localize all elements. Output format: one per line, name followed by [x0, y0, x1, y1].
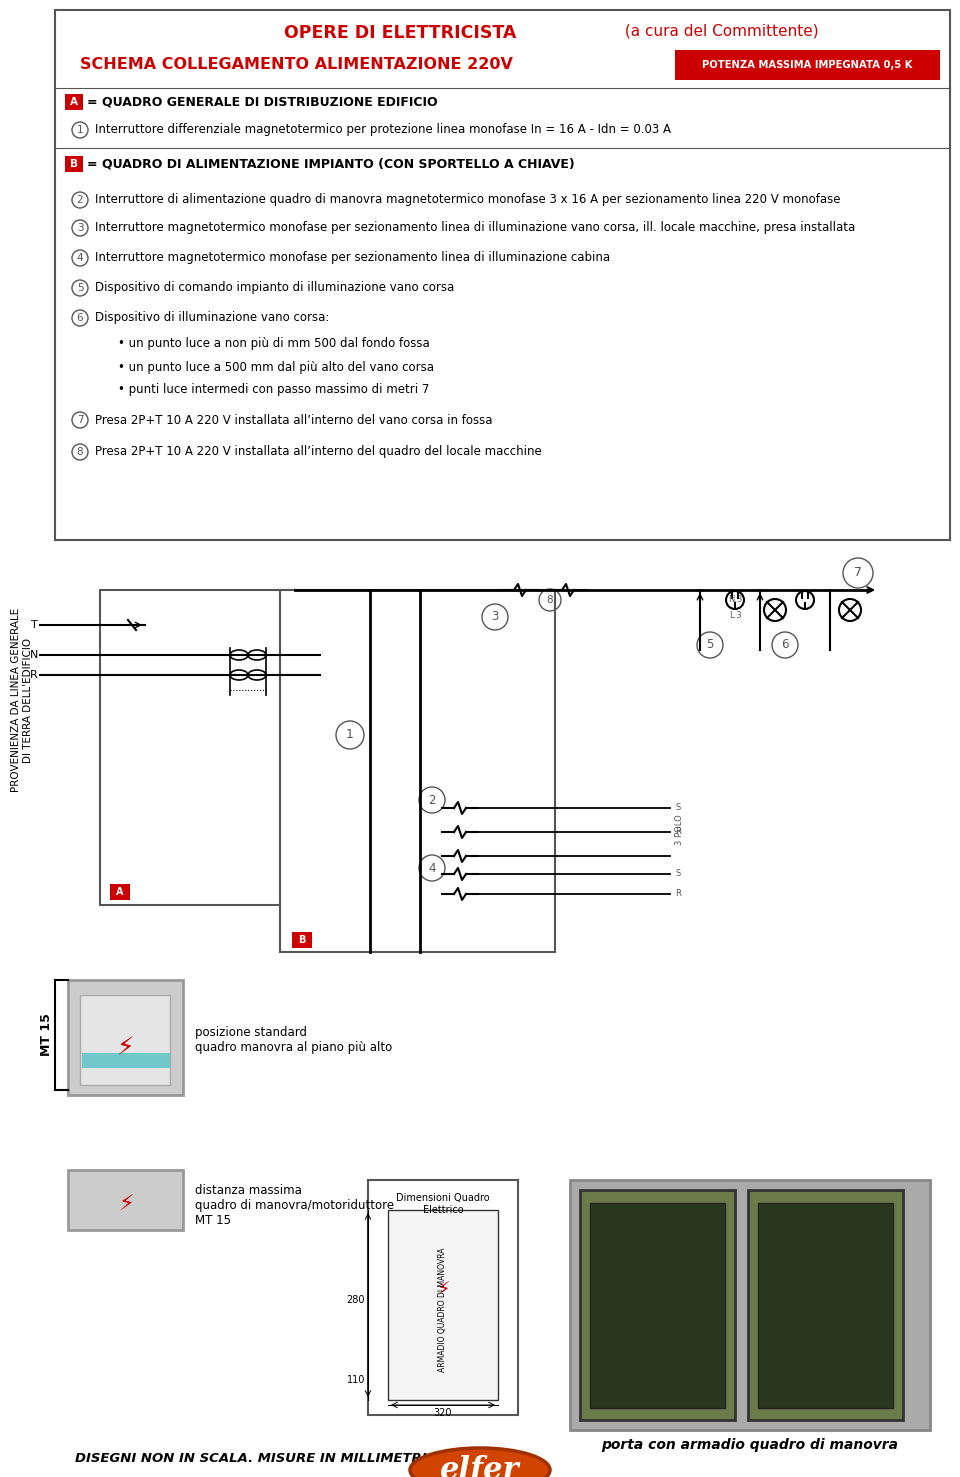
Text: B: B: [299, 935, 305, 945]
Ellipse shape: [410, 1447, 550, 1477]
Text: • un punto luce a 500 mm dal più alto del vano corsa: • un punto luce a 500 mm dal più alto de…: [118, 360, 434, 374]
Text: N: N: [30, 650, 38, 660]
Text: R: R: [31, 671, 38, 679]
Text: ⚡: ⚡: [118, 1195, 133, 1216]
Bar: [368, 1180, 518, 1415]
Text: 4: 4: [77, 253, 84, 263]
Bar: [292, 932, 312, 948]
Text: 7: 7: [77, 415, 84, 425]
Text: Interruttore differenziale magnetotermico per protezione linea monofase In = 16 : Interruttore differenziale magnetotermic…: [95, 124, 671, 136]
Text: T: T: [32, 620, 38, 631]
Text: (a cura del Committente): (a cura del Committente): [620, 24, 819, 38]
Bar: [590, 1202, 725, 1408]
Bar: [110, 885, 130, 899]
Text: posizione standard
quadro manovra al piano più alto: posizione standard quadro manovra al pia…: [195, 1027, 393, 1055]
Text: 5: 5: [77, 284, 84, 292]
Text: ARMADIO QUADRO DI MANOVRA: ARMADIO QUADRO DI MANOVRA: [439, 1248, 447, 1372]
Text: 1: 1: [346, 728, 354, 741]
Text: S: S: [675, 870, 681, 879]
Bar: [758, 1202, 893, 1408]
Text: elfer: elfer: [441, 1455, 519, 1477]
Text: Interruttore magnetotermico monofase per sezionamento linea di illuminazione cab: Interruttore magnetotermico monofase per…: [95, 251, 611, 264]
Bar: [570, 1180, 930, 1430]
Text: Presa 2P+T 10 A 220 V installata all’interno del quadro del locale macchine: Presa 2P+T 10 A 220 V installata all’int…: [95, 446, 541, 458]
Text: A: A: [116, 888, 124, 897]
Text: 4: 4: [428, 861, 436, 874]
Text: R: R: [675, 889, 681, 898]
Text: Dispositivo di comando impianto di illuminazione vano corsa: Dispositivo di comando impianto di illum…: [95, 282, 454, 294]
Text: DISEGNI NON IN SCALA. MISURE IN MILLIMETRI.: DISEGNI NON IN SCALA. MISURE IN MILLIMET…: [75, 1452, 432, 1465]
Text: 6: 6: [77, 313, 84, 323]
Bar: [55, 10, 950, 541]
Text: ⚡: ⚡: [117, 1035, 134, 1060]
Bar: [748, 1190, 903, 1419]
Text: N.3: N.3: [728, 595, 742, 604]
Text: 8: 8: [546, 595, 553, 606]
Bar: [65, 157, 83, 171]
Text: • punti luce intermedi con passo massimo di metri 7: • punti luce intermedi con passo massimo…: [118, 384, 429, 396]
Text: 8: 8: [77, 448, 84, 456]
Text: PROVENIENZA DA LINEA GENERALE
DI TERRA DELL'EDIFICIO: PROVENIENZA DA LINEA GENERALE DI TERRA D…: [12, 609, 33, 792]
Text: = QUADRO GENERALE DI DISTRIBUZIONE EDIFICIO: = QUADRO GENERALE DI DISTRIBUZIONE EDIFI…: [87, 96, 438, 108]
Text: 3: 3: [492, 610, 498, 623]
Bar: [82, 1053, 170, 1068]
Text: 3 POLO: 3 POLO: [675, 815, 684, 845]
Text: 3: 3: [77, 223, 84, 233]
Text: Dimensioni Quadro
Elettrico: Dimensioni Quadro Elettrico: [396, 1193, 490, 1214]
Text: porta con armadio quadro di manovra: porta con armadio quadro di manovra: [602, 1439, 899, 1452]
Bar: [580, 1190, 735, 1419]
Text: 2: 2: [77, 195, 84, 205]
Text: A: A: [70, 97, 78, 106]
Text: 2: 2: [428, 793, 436, 806]
Text: Interruttore magnetotermico monofase per sezionamento linea di illuminazione van: Interruttore magnetotermico monofase per…: [95, 222, 855, 235]
Text: 320: 320: [434, 1408, 452, 1418]
Text: SCHEMA COLLEGAMENTO ALIMENTAZIONE 220V: SCHEMA COLLEGAMENTO ALIMENTAZIONE 220V: [80, 58, 513, 72]
Text: 110: 110: [347, 1375, 365, 1385]
Bar: [80, 995, 170, 1086]
Text: L.3: L.3: [729, 610, 741, 619]
Text: 5: 5: [707, 638, 713, 651]
Bar: [280, 589, 555, 953]
Bar: [675, 50, 940, 80]
Bar: [100, 589, 295, 905]
Text: B: B: [70, 160, 78, 168]
Text: POTENZA MASSIMA IMPEGNATA 0,5 K: POTENZA MASSIMA IMPEGNATA 0,5 K: [702, 61, 912, 69]
Bar: [65, 95, 83, 109]
Text: = QUADRO DI ALIMENTAZIONE IMPIANTO (CON SPORTELLO A CHIAVE): = QUADRO DI ALIMENTAZIONE IMPIANTO (CON …: [87, 158, 575, 170]
Text: R: R: [675, 827, 681, 836]
Bar: [68, 1170, 183, 1230]
Text: S: S: [675, 803, 681, 812]
Text: Interruttore di alimentazione quadro di manovra magnetotermico monofase 3 x 16 A: Interruttore di alimentazione quadro di …: [95, 193, 841, 207]
Text: 7: 7: [854, 567, 862, 579]
Text: Dispositivo di illuminazione vano corsa:: Dispositivo di illuminazione vano corsa:: [95, 312, 329, 325]
Text: ⚡: ⚡: [436, 1281, 450, 1300]
Text: OPERE DI ELETTRICISTA: OPERE DI ELETTRICISTA: [284, 24, 516, 41]
Text: distanza massima
quadro di manovra/motoriduttore
MT 15: distanza massima quadro di manovra/motor…: [195, 1183, 395, 1226]
Text: MT 15: MT 15: [40, 1013, 54, 1056]
Bar: [68, 981, 183, 1094]
Text: 6: 6: [781, 638, 789, 651]
Text: 1: 1: [77, 126, 84, 134]
Text: 280: 280: [347, 1295, 365, 1306]
Text: Presa 2P+T 10 A 220 V installata all’interno del vano corsa in fossa: Presa 2P+T 10 A 220 V installata all’int…: [95, 414, 492, 427]
Bar: [388, 1210, 498, 1400]
Text: • un punto luce a non più di mm 500 dal fondo fossa: • un punto luce a non più di mm 500 dal …: [118, 338, 430, 350]
